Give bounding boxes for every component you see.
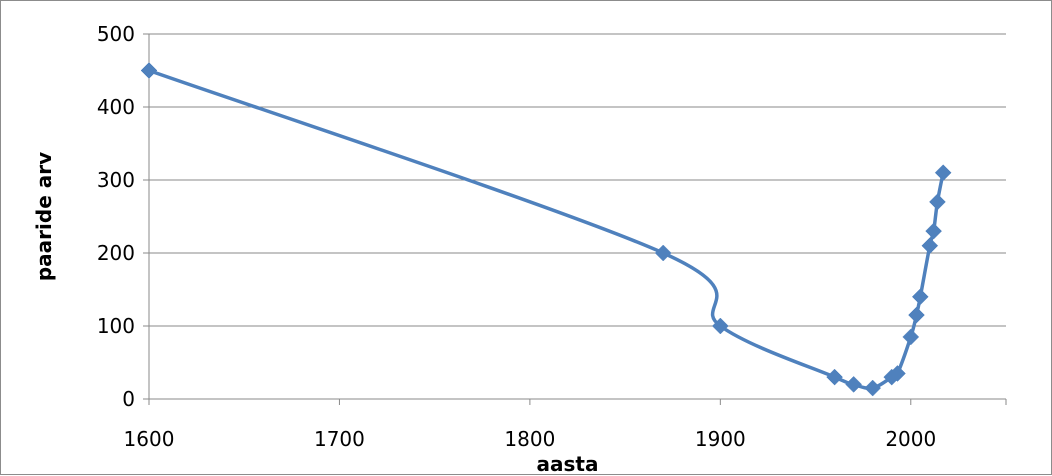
data-point-marker	[908, 306, 925, 324]
y-axis-title: paaride arv	[32, 152, 56, 281]
axes	[143, 33, 1007, 405]
data-point-marker	[654, 244, 672, 262]
data-point-marker	[826, 368, 843, 386]
data-point-marker	[889, 365, 906, 382]
gridlines	[149, 33, 1006, 327]
x-tick-label: 1900	[695, 427, 746, 451]
series-group	[140, 62, 952, 397]
x-tick-label: 2000	[885, 427, 936, 451]
data-point-marker	[934, 164, 952, 182]
series-line	[148, 68, 945, 391]
x-tick-label: 1700	[314, 427, 365, 451]
y-tick-label: 400	[97, 95, 135, 119]
x-tick-label: 1600	[124, 427, 175, 451]
data-point-marker	[902, 328, 920, 346]
y-tick-label: 300	[97, 168, 135, 192]
x-tick-labels: 1600 1700 1800 1900 2000	[124, 427, 937, 451]
y-tick-labels: 0 100 200 300 400 500	[97, 22, 135, 411]
data-point-marker	[864, 379, 882, 397]
y-tick-label: 100	[97, 314, 135, 338]
x-tick-label: 1800	[504, 427, 555, 451]
data-point-marker	[929, 193, 946, 211]
y-tick-label: 500	[97, 22, 135, 46]
data-point-marker	[140, 62, 158, 79]
data-point-marker	[911, 288, 929, 306]
x-axis-title: aasta	[537, 452, 599, 476]
data-point-marker	[925, 222, 942, 240]
data-point-marker	[921, 237, 939, 255]
y-tick-label: 0	[122, 387, 135, 411]
data-point-marker	[845, 376, 862, 393]
y-tick-label: 200	[97, 241, 135, 265]
data-point-marker	[711, 317, 729, 335]
